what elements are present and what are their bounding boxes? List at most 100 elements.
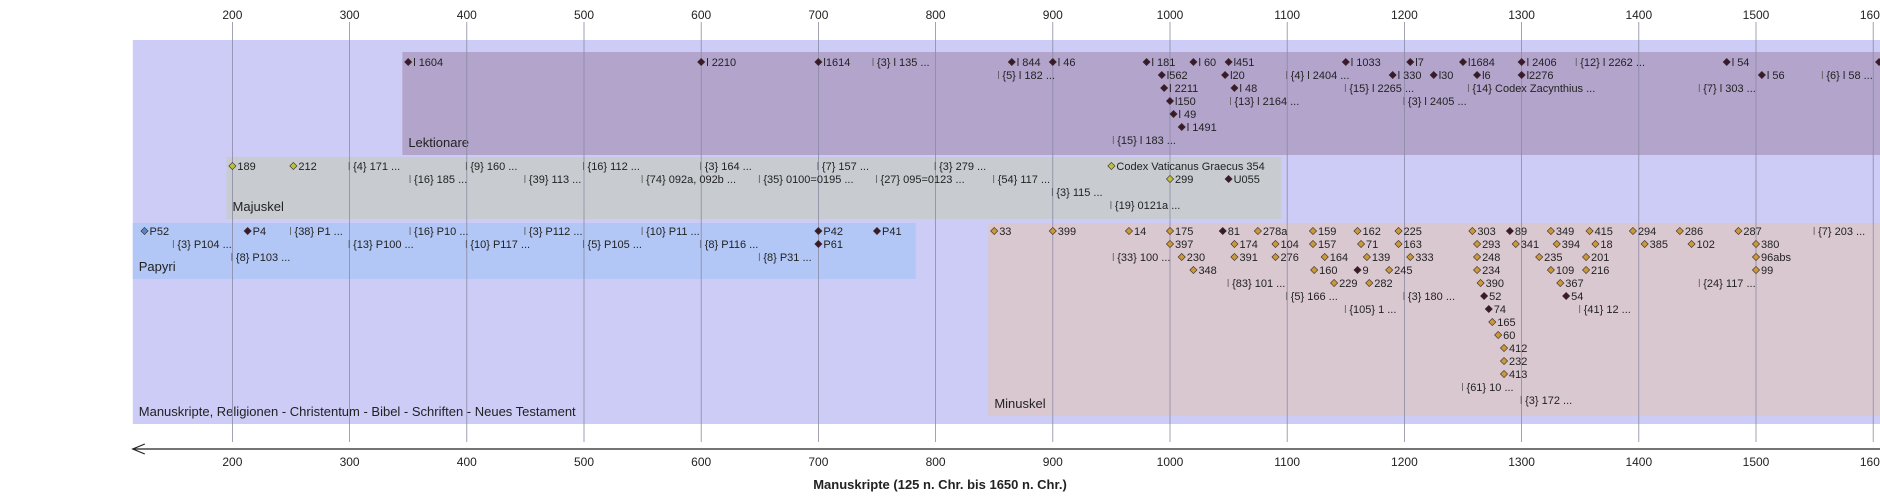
item-marker (1271, 252, 1280, 262)
tick-label-bottom: 300 (340, 455, 360, 469)
item-marker (1007, 57, 1016, 67)
item-marker (1394, 239, 1403, 249)
band-majuskel (226, 157, 1282, 219)
item-label: {3} l 2405 ... (1408, 96, 1467, 108)
item-label: 109 (1556, 265, 1574, 277)
item-marker (1177, 122, 1186, 132)
tick-label-top: 1500 (1743, 8, 1770, 22)
item-label: l 1033 (1351, 57, 1381, 69)
item-label: 293 (1482, 239, 1500, 251)
item-label: 89 (1515, 226, 1527, 238)
item-label: {74} 092a, 092b ... (646, 174, 736, 186)
item-marker (1107, 161, 1116, 171)
item-label: 412 (1509, 343, 1527, 355)
item-marker (1591, 239, 1600, 249)
item-label: {61} 10 ... (1467, 382, 1514, 394)
item-label: {4} l 2404 ... (1291, 70, 1350, 82)
item-label: {12} l 2262 ... (1580, 57, 1645, 69)
item-label: P4 (253, 226, 266, 238)
item-marker (1546, 226, 1555, 236)
item-marker (1488, 317, 1497, 327)
item-label: {16} 112 ... (588, 161, 640, 173)
item-label: {19} 0121a ... (1115, 200, 1180, 212)
item-marker (1353, 226, 1362, 236)
item-marker (1169, 109, 1178, 119)
item-label: 415 (1595, 226, 1613, 238)
tick-label-bottom: 1600 (1860, 455, 1880, 469)
item-label: {6} l 58 ... (1826, 70, 1872, 82)
item-marker (1165, 239, 1175, 249)
band-label-papyri: Papyri (139, 259, 176, 274)
item-label: 225 (1404, 226, 1422, 238)
item-label: 212 (298, 161, 316, 173)
tick-label-top: 1600 (1860, 8, 1880, 22)
item-label: {3} P112 ... (529, 226, 583, 238)
item-label: 74 (1494, 304, 1506, 316)
item-label: {5} l 182 ... (1002, 70, 1055, 82)
item-label: {8} P103 ... (236, 252, 290, 264)
item-label: 102 (1697, 239, 1715, 251)
tick-label-top: 500 (574, 8, 594, 22)
band-minuskel (988, 223, 1880, 416)
time-axis (131, 443, 1880, 455)
item-label: 299 (1175, 174, 1193, 186)
item-marker (1124, 226, 1134, 236)
item-marker (1675, 226, 1684, 236)
item-label: 201 (1591, 252, 1609, 264)
item-marker (1230, 239, 1239, 249)
tick-label-bottom: 600 (691, 455, 711, 469)
tick-label-bottom: 1500 (1743, 455, 1770, 469)
item-marker (814, 57, 823, 67)
item-marker (1406, 57, 1415, 67)
item-label: {7} l 303 ... (1703, 83, 1756, 95)
item-label: 349 (1556, 226, 1574, 238)
item-marker (1221, 70, 1230, 80)
item-marker (1320, 252, 1329, 262)
item-label: 235 (1544, 252, 1562, 264)
item-label: 60 (1503, 330, 1515, 342)
item-label: {3} 279 ... (939, 161, 986, 173)
item-marker (1165, 174, 1175, 184)
item-label: {13} P100 ... (353, 239, 414, 251)
item-label: P42 (823, 226, 843, 238)
item-label: l 181 (1152, 57, 1176, 69)
item-marker (1458, 57, 1468, 67)
item-marker (1480, 291, 1489, 301)
item-marker (1165, 226, 1175, 236)
tick-label-bottom: 1000 (1157, 455, 1184, 469)
item-label: {13} l 2164 ... (1234, 96, 1299, 108)
item-marker (1722, 57, 1731, 67)
item-marker (1308, 226, 1318, 236)
item-marker (1365, 278, 1374, 288)
item-label: 160 (1319, 265, 1337, 277)
manuscript-items: l 1604 l 2210 l1614 {3} l 135 ... l 844 l 46 l… (140, 57, 1880, 407)
item-label: 234 (1482, 265, 1500, 277)
item-label: {5} P105 ... (588, 239, 642, 251)
item-marker (1160, 83, 1169, 93)
item-marker (289, 161, 298, 171)
item-label: l 54 (1732, 57, 1750, 69)
item-label: 394 (1562, 239, 1580, 251)
item-marker (1189, 265, 1198, 275)
item-marker (1271, 239, 1280, 249)
tick-label-top: 1100 (1274, 8, 1300, 22)
item-label: {3} P104 ... (177, 239, 231, 251)
item-marker (1308, 239, 1318, 249)
item-label: l1684 (1468, 57, 1495, 69)
item-label: 391 (1239, 252, 1257, 264)
item-marker (1734, 226, 1743, 236)
tick-label-bottom: 1300 (1508, 455, 1535, 469)
item-label: l 2211 (1169, 83, 1198, 95)
item-label: 189 (237, 161, 255, 173)
item-marker (1473, 265, 1482, 275)
item-label: {3} 115 ... (1056, 187, 1102, 199)
item-marker (1310, 265, 1319, 275)
item-label: {10} P11 ... (646, 226, 700, 238)
item-label: 14 (1134, 226, 1146, 238)
item-label: P41 (882, 226, 902, 238)
item-marker (1406, 252, 1415, 262)
item-marker (1394, 226, 1403, 236)
item-label: 413 (1509, 369, 1527, 381)
item-marker (404, 57, 413, 67)
